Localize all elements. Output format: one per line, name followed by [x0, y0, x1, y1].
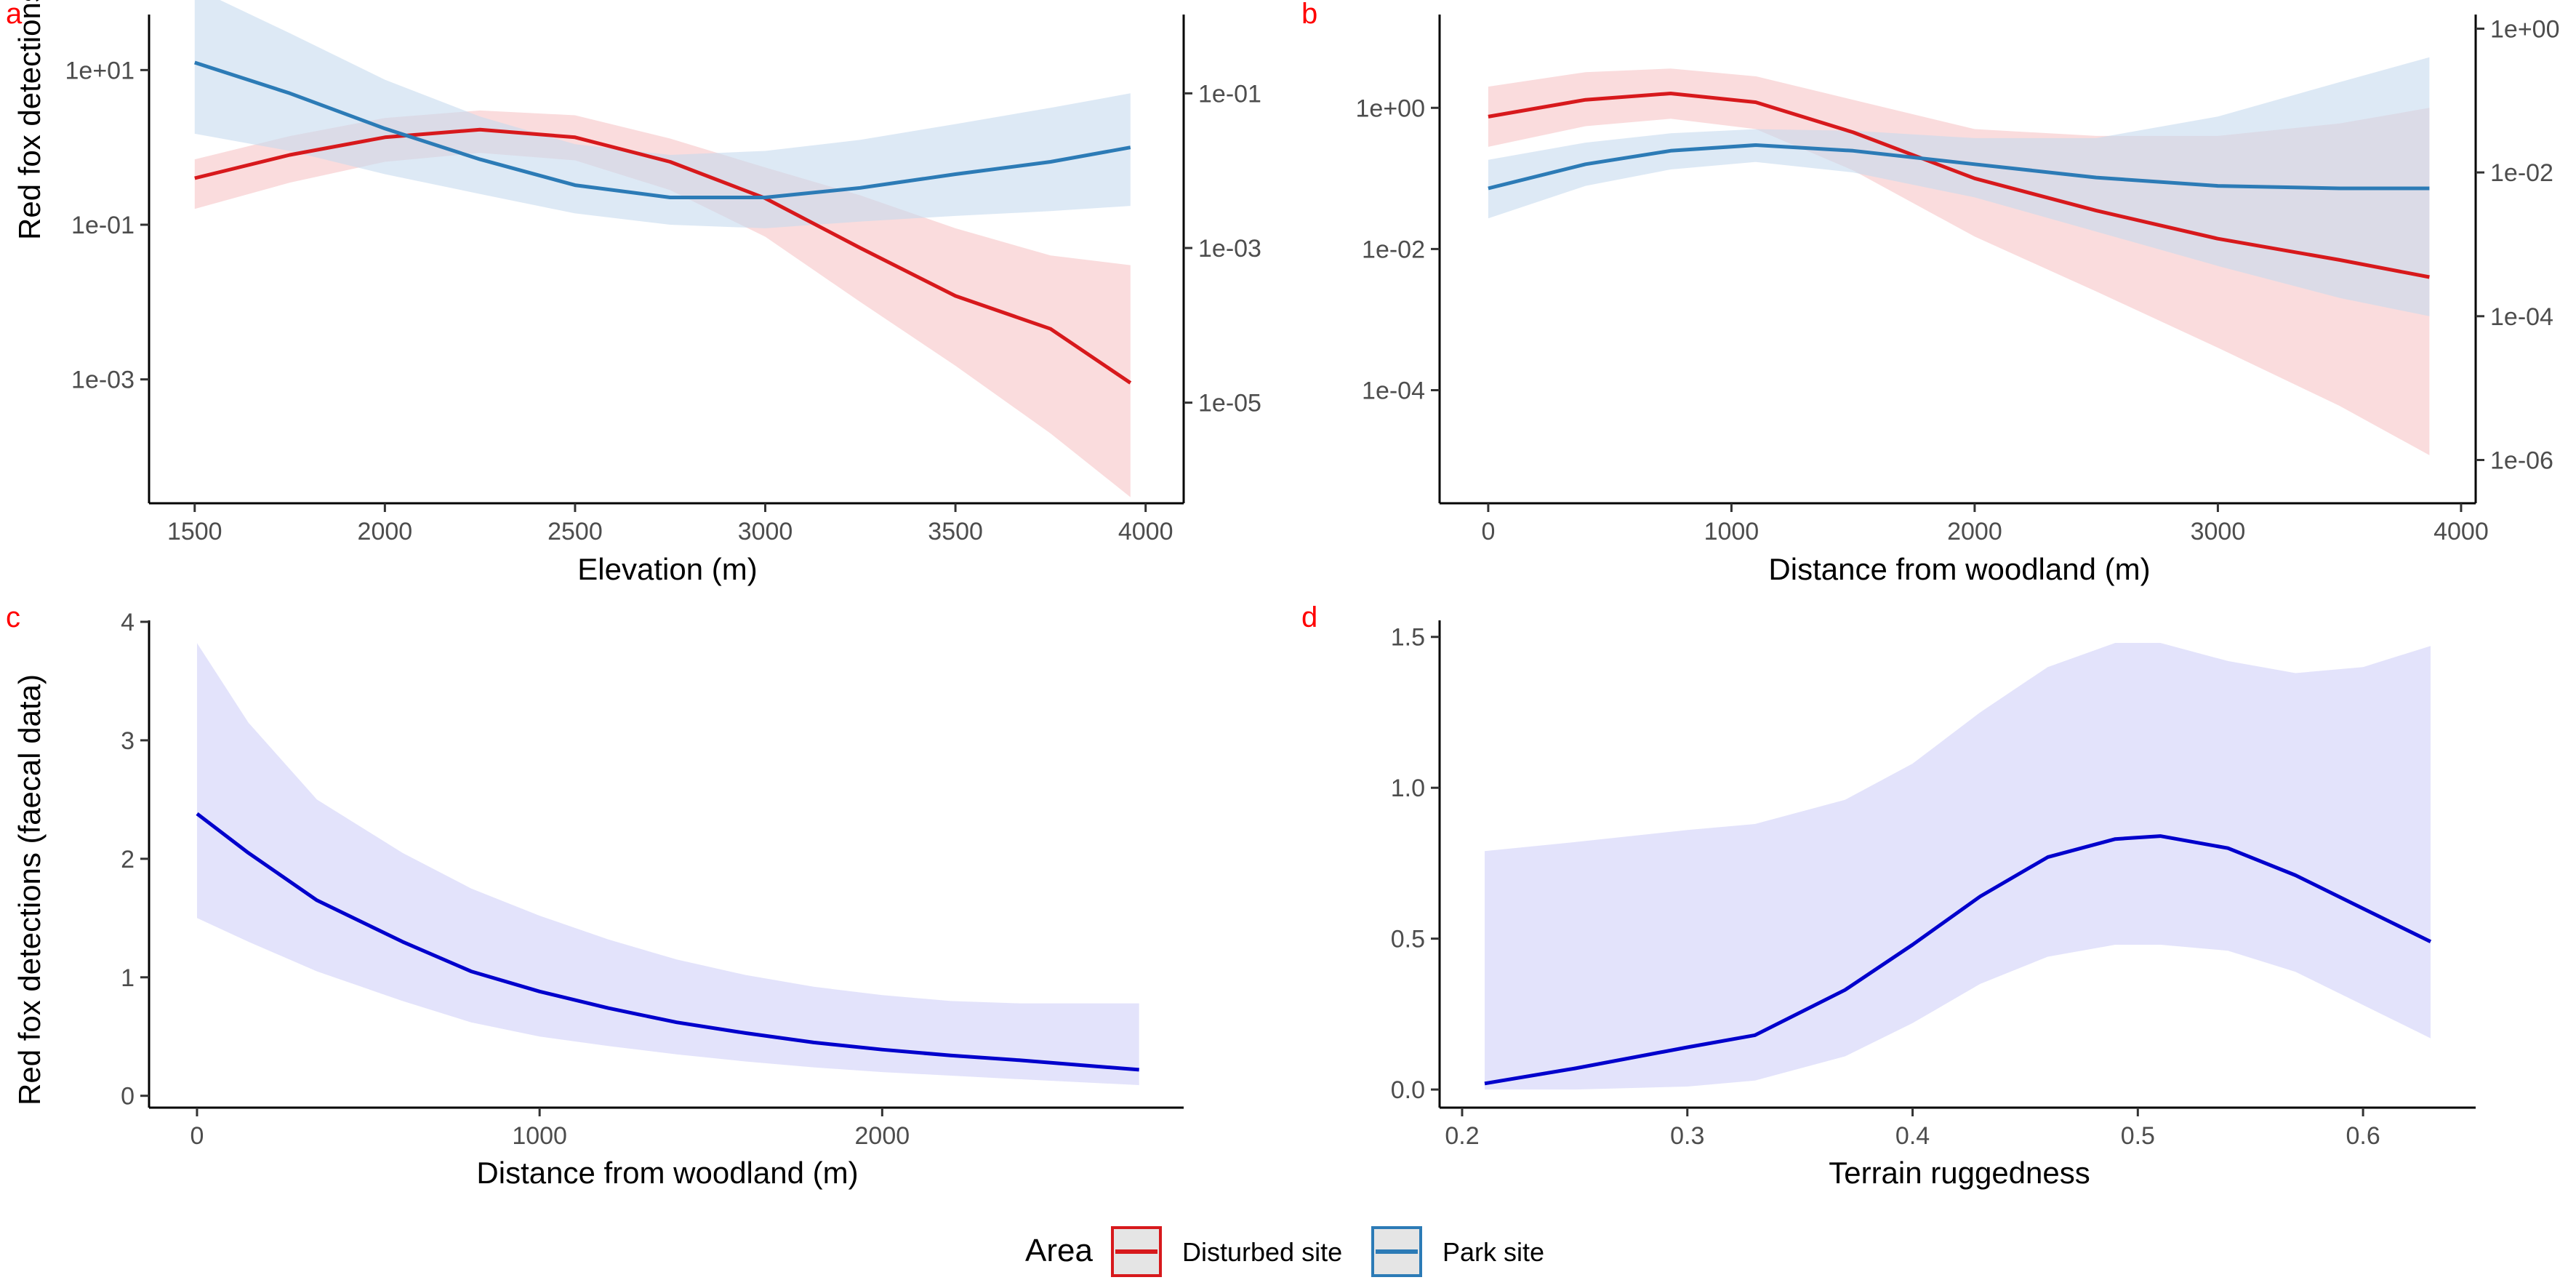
y-tick-label-left: 1e-04 — [1362, 377, 1425, 405]
series-line-disturbed-site — [194, 127, 1132, 385]
panel-b: b 0 1000 2000 3000 4000 1e+00 1e-02 1e-04 1e+00 1… — [1301, 0, 2560, 586]
panel-letter-a: a — [6, 0, 23, 30]
panel-d-xlabel: Terrain ruggedness — [1829, 1156, 2090, 1190]
y-tick-label-left: 4 — [121, 609, 135, 636]
y-axis-title-faecal: Red fox detections (faecal data) — [12, 674, 47, 1105]
y-tick-label-right: 1e-04 — [2490, 303, 2553, 331]
y-tick-label-left: 0.0 — [1391, 1076, 1425, 1104]
series-line-fit — [1484, 834, 2432, 1086]
x-tick-label: 0 — [1481, 518, 1495, 545]
y-tick-label-left: 1.0 — [1391, 775, 1425, 802]
x-tick-label: 0.5 — [2121, 1122, 2155, 1150]
series-line-fit — [196, 812, 1139, 1072]
x-tick-label: 3500 — [928, 518, 983, 545]
y-tick-label-right: 1e-03 — [1198, 235, 1261, 263]
x-tick-label: 1000 — [1704, 518, 1760, 545]
y-tick-label-left: 2 — [121, 846, 135, 873]
series-line-park-site — [194, 60, 1131, 199]
legend-label-disturbed: Disturbed site — [1182, 1237, 1342, 1267]
legend: Area Disturbed site Park site — [1025, 1226, 1544, 1277]
legend-item-park: Park site — [1371, 1226, 1544, 1277]
x-tick-label: 0 — [190, 1122, 204, 1150]
y-tick-label-left: 1e-03 — [71, 367, 135, 394]
y-tick-label-right: 1e+00 — [2490, 15, 2560, 43]
panel-c: c 0 1000 2000 0 1 2 3 4 Distance from woodland … — [6, 601, 1184, 1190]
x-tick-label: 0.2 — [1445, 1122, 1479, 1150]
y-tick-label-left: 0.5 — [1391, 926, 1425, 953]
x-tick-label: 4000 — [2433, 518, 2489, 545]
legend-item-disturbed: Disturbed site — [1111, 1226, 1342, 1277]
panel-b-plot: 0 1000 2000 3000 4000 1e+00 1e-02 1e-04 1e+00 1e-… — [1356, 15, 2560, 545]
series-line-park-site — [1488, 143, 2430, 191]
panel-letter-b: b — [1301, 0, 1317, 30]
confidence-band-fit — [1485, 643, 2431, 1090]
y-tick-label-left: 1e-02 — [1362, 236, 1425, 263]
x-tick-label: 2500 — [547, 518, 603, 545]
x-tick-label: 1500 — [167, 518, 222, 545]
panel-a-xlabel: Elevation (m) — [577, 552, 757, 586]
panel-a: a 1500 2000 2500 3000 3500 4000 1e+01 1e-01 1e-0… — [6, 0, 1261, 586]
y-tick-label-left: 1e-01 — [71, 212, 135, 239]
legend-title: Area — [1025, 1233, 1093, 1268]
x-tick-label: 1000 — [512, 1122, 567, 1150]
y-tick-label-left: 1.5 — [1391, 624, 1425, 652]
y-tick-label-right: 1e-05 — [1198, 390, 1261, 417]
x-tick-label: 2000 — [855, 1122, 910, 1150]
panel-b-xlabel: Distance from woodland (m) — [1768, 552, 2150, 586]
confidence-band-park-site — [194, 0, 1131, 228]
confidence-band-park-site — [1488, 57, 2430, 316]
panel-d: d 0.2 0.3 0.4 0.5 0.6 0.0 0.5 1.0 1.5 Terrain ru… — [1301, 601, 2476, 1190]
panel-c-plot: 0 1000 2000 0 1 2 3 4 — [121, 609, 1184, 1150]
y-tick-label-left: 0 — [121, 1083, 135, 1111]
x-tick-label: 0.6 — [2346, 1122, 2380, 1150]
x-tick-label: 4000 — [1118, 518, 1173, 545]
x-tick-label: 2000 — [1947, 518, 2002, 545]
y-tick-label-right: 1e-02 — [2490, 159, 2553, 187]
legend-label-park: Park site — [1443, 1237, 1544, 1267]
y-tick-label-left: 1e+01 — [65, 57, 135, 84]
y-tick-label-right: 1e-01 — [1198, 80, 1261, 108]
x-tick-label: 0.3 — [1670, 1122, 1704, 1150]
y-tick-label-right: 1e-06 — [2490, 447, 2553, 474]
confidence-band-fit — [197, 643, 1139, 1085]
y-tick-label-left: 3 — [121, 727, 135, 755]
panel-d-plot: 0.2 0.3 0.4 0.5 0.6 0.0 0.5 1.0 1.5 — [1391, 620, 2476, 1150]
x-tick-label: 2000 — [358, 518, 413, 545]
x-tick-label: 0.4 — [1895, 1122, 1930, 1150]
series-line-disturbed-site — [1488, 92, 2430, 279]
x-tick-label: 3000 — [738, 518, 793, 545]
panel-a-plot: 1500 2000 2500 3000 3500 4000 1e+01 1e-01 1e-03 1… — [65, 0, 1261, 545]
panel-c-xlabel: Distance from woodland (m) — [476, 1156, 858, 1190]
y-axis-title-camera-trap: Red fox detections (camera trap data) — [12, 0, 47, 240]
panel-letter-d: d — [1301, 601, 1317, 633]
y-tick-label-left: 1e+00 — [1356, 95, 1426, 122]
y-tick-label-left: 1 — [121, 964, 135, 992]
panel-letter-c: c — [6, 601, 20, 633]
x-tick-label: 3000 — [2191, 518, 2246, 545]
